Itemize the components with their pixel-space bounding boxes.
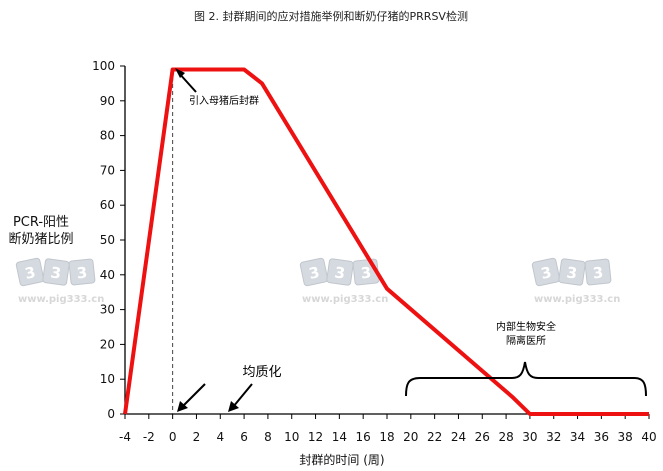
y-tick-label: 50 <box>100 233 115 247</box>
watermark-tile: 3 <box>68 258 96 286</box>
arrow-homog-2-head <box>228 401 239 412</box>
biosecurity-brace <box>405 361 647 397</box>
watermark-url: www.pig333.cn <box>18 294 104 305</box>
y-axis-label-line1: PCR-阳性 <box>13 215 69 230</box>
x-axis-label: 封群的时间 (周) <box>299 452 384 467</box>
x-tick-label: 14 <box>332 430 347 444</box>
watermark-digit: 3 <box>23 263 37 283</box>
watermark-url: www.pig333.cn <box>534 294 620 305</box>
watermark-url: www.pig333.cn <box>302 294 388 305</box>
watermark-digit: 3 <box>49 263 62 282</box>
y-tick-label: 30 <box>100 303 115 317</box>
x-tick-label: 38 <box>618 430 633 444</box>
x-tick-label: 10 <box>284 430 299 444</box>
x-tick-label: 30 <box>522 430 537 444</box>
y-tick-label: 10 <box>100 372 115 386</box>
watermark-digit: 3 <box>76 263 88 282</box>
x-tick-label: 2 <box>193 430 201 444</box>
y-tick-label: 100 <box>92 59 115 73</box>
x-tick-label: 28 <box>498 430 513 444</box>
watermark-tile: 3 <box>15 257 45 287</box>
watermark-tile: 3 <box>558 258 586 286</box>
x-tick-label: 26 <box>475 430 490 444</box>
watermark-tile: 3 <box>299 257 329 287</box>
y-tick-label: 80 <box>100 129 115 143</box>
x-tick-label: 24 <box>451 430 466 444</box>
watermark-digit: 3 <box>307 263 321 283</box>
chart-title: 图 2. 封群期间的应对措施举例和断奶仔猪的PRRSV检测 <box>194 9 468 23</box>
x-tick-label: -4 <box>119 430 131 444</box>
x-tick-label: 18 <box>379 430 394 444</box>
x-tick-label: 34 <box>570 430 585 444</box>
y-tick-group: 0 10 20 30 40 50 60 70 80 90 100 <box>92 59 125 421</box>
arrow-homog-1-head <box>177 401 188 412</box>
x-tick-label: 36 <box>594 430 609 444</box>
watermark-digit: 3 <box>360 263 372 282</box>
watermark-digit: 3 <box>539 263 553 283</box>
x-tick-label: -2 <box>143 430 155 444</box>
y-tick-label: 40 <box>100 268 115 282</box>
arrow-homog-2-line <box>232 383 253 408</box>
x-tick-label: 32 <box>546 430 561 444</box>
annotation-closure-label: 引入母猪后封群 <box>189 94 259 107</box>
y-axis-label-line2: 断奶猪比例 <box>8 232 73 247</box>
annotation-brace-line1: 内部生物安全 <box>496 320 556 333</box>
arrow-closure-head <box>175 68 185 78</box>
x-tick-label: 16 <box>356 430 371 444</box>
y-tick-label: 20 <box>100 337 115 351</box>
watermark-tile: 3 <box>584 258 612 286</box>
annotation-homogenization-label: 均质化 <box>242 365 281 380</box>
watermark-digit: 3 <box>592 263 604 282</box>
annotation-brace-line2: 隔离医所 <box>506 334 546 347</box>
series-line-pcr-positive <box>123 67 649 416</box>
x-tick-label: 40 <box>641 430 656 444</box>
y-tick-label: 0 <box>107 407 115 421</box>
x-tick-label: 6 <box>240 430 248 444</box>
x-tick-label: 12 <box>308 430 323 444</box>
watermark-digit: 3 <box>333 263 346 282</box>
x-tick-group: -4 -2 0 2 4 6 8 10 12 14 16 18 20 22 24 26 28 30 32 34 36 38 4… <box>119 414 657 444</box>
x-tick-label: 0 <box>169 430 177 444</box>
x-tick-label: 8 <box>264 430 272 444</box>
watermark-tile: 3 <box>531 257 561 287</box>
watermark-digit: 3 <box>565 263 578 282</box>
watermark-tile: 3 <box>42 258 70 286</box>
x-tick-label: 4 <box>216 430 224 444</box>
y-tick-label: 90 <box>100 94 115 108</box>
arrow-homog-1-line <box>181 383 206 408</box>
x-tick-label: 22 <box>427 430 442 444</box>
y-tick-label: 60 <box>100 198 115 212</box>
x-tick-label: 20 <box>403 430 418 444</box>
watermark-tile: 3 <box>326 258 354 286</box>
y-tick-label: 70 <box>100 163 115 177</box>
